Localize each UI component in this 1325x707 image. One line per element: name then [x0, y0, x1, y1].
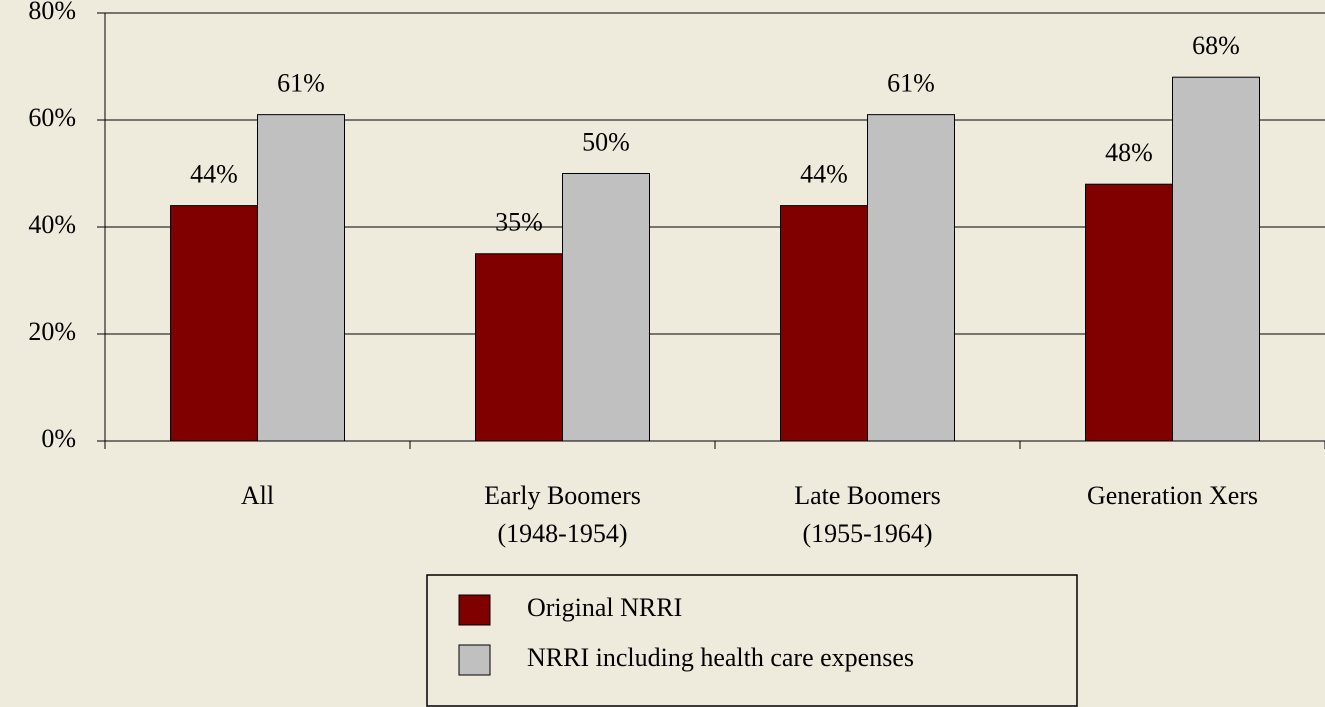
data-label: 61%	[887, 69, 935, 98]
x-tick-label: All	[241, 481, 274, 510]
data-label: 50%	[582, 127, 630, 156]
bar	[1172, 76, 1260, 442]
bar	[170, 205, 258, 442]
y-tick-label: 20%	[28, 317, 76, 346]
legend-swatch	[458, 594, 491, 626]
bar	[780, 205, 868, 442]
legend-label: NRRI including health care expenses	[527, 643, 914, 672]
bar	[475, 253, 563, 442]
data-label: 68%	[1192, 31, 1240, 60]
y-tick-label: 40%	[28, 210, 76, 239]
data-label: 35%	[495, 208, 543, 237]
bar	[1085, 183, 1173, 442]
x-tick-label: Early Boomers	[484, 481, 641, 510]
x-tick-label: Late Boomers	[794, 481, 941, 510]
legend-swatch	[458, 644, 491, 676]
data-label: 61%	[277, 69, 325, 98]
legend-label: Original NRRI	[527, 593, 682, 622]
x-tick-label: (1955-1964)	[803, 519, 933, 548]
bar	[562, 173, 650, 442]
bar	[867, 114, 955, 442]
y-tick-label: 60%	[28, 103, 76, 132]
bar	[257, 114, 345, 442]
x-tick-label: Generation Xers	[1087, 481, 1258, 510]
data-label: 44%	[800, 160, 848, 189]
legend-box	[426, 574, 1078, 707]
data-label: 44%	[190, 160, 238, 189]
data-label: 48%	[1105, 138, 1153, 167]
x-tick-label: (1948-1954)	[498, 519, 628, 548]
y-tick-label: 0%	[41, 424, 76, 453]
y-tick-label: 80%	[28, 0, 76, 25]
